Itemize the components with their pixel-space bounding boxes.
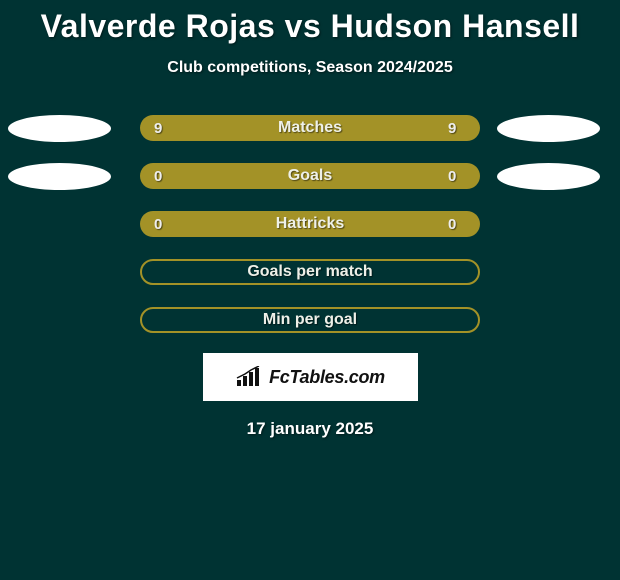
stat-label: Hattricks [276, 215, 344, 233]
subtitle: Club competitions, Season 2024/2025 [0, 59, 620, 77]
stats-area: 9 Matches 9 0 Goals 0 0 Hattricks 0 Goal… [0, 115, 620, 333]
badge-text: FcTables.com [269, 367, 385, 388]
stat-label: Goals per match [247, 263, 372, 281]
stat-row-goals-per-match: Goals per match [0, 259, 620, 285]
stat-right-value: 9 [448, 120, 466, 137]
date-text: 17 january 2025 [0, 419, 620, 439]
stat-row-min-per-goal: Min per goal [0, 307, 620, 333]
stat-row-matches: 9 Matches 9 [0, 115, 620, 141]
stat-label: Matches [278, 119, 342, 137]
stat-row-goals: 0 Goals 0 [0, 163, 620, 189]
source-badge: FcTables.com [203, 353, 418, 401]
page-title: Valverde Rojas vs Hudson Hansell [0, 0, 620, 45]
stat-left-value: 0 [154, 216, 172, 233]
stat-label: Goals [288, 167, 332, 185]
stat-bar: 0 Goals 0 [140, 163, 480, 189]
right-ellipse [497, 115, 600, 142]
right-ellipse [497, 163, 600, 190]
stat-bar: Goals per match [140, 259, 480, 285]
stat-right-value: 0 [448, 216, 466, 233]
stat-left-value: 9 [154, 120, 172, 137]
stat-bar: 0 Hattricks 0 [140, 211, 480, 237]
barchart-icon [235, 366, 263, 388]
stat-bar: Min per goal [140, 307, 480, 333]
stat-label: Min per goal [263, 311, 357, 329]
left-ellipse [8, 115, 111, 142]
stat-right-value: 0 [448, 168, 466, 185]
stat-left-value: 0 [154, 168, 172, 185]
left-ellipse [8, 163, 111, 190]
stat-row-hattricks: 0 Hattricks 0 [0, 211, 620, 237]
stat-bar: 9 Matches 9 [140, 115, 480, 141]
